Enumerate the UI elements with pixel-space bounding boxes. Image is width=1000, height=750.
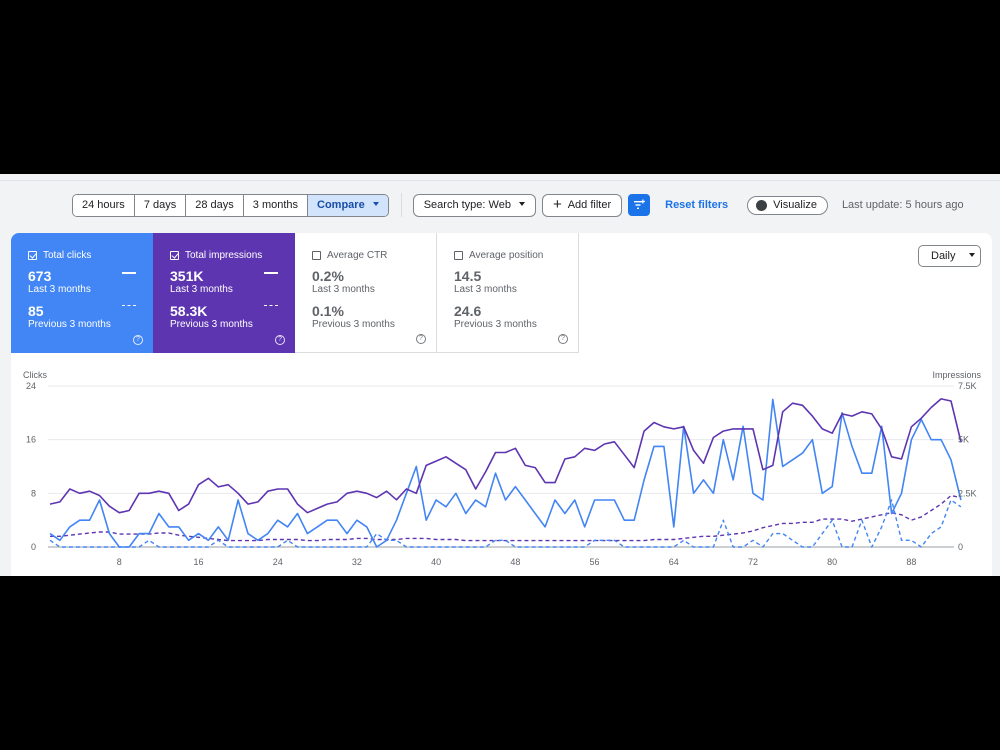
- y-axis-label-right: Impressions: [932, 370, 981, 380]
- search-console-performance: 24 hours 7 days 28 days 3 months Compare…: [0, 174, 1000, 576]
- y-tick-label-right: 7.5K: [958, 381, 977, 391]
- metric-value: 0.2%: [312, 268, 344, 284]
- search-type-dropdown[interactable]: Search type: Web: [412, 193, 536, 217]
- x-tick-label: 72: [748, 557, 758, 567]
- y-tick-label-left: 8: [31, 488, 36, 498]
- series-line-total-clicks-previous-3-months: [49, 499, 962, 548]
- checkbox-icon[interactable]: [454, 250, 463, 260]
- performance-card: Total clicks 673 Last 3 months 85 Previo…: [11, 233, 992, 576]
- metric-total-impressions[interactable]: Total impressions 351K Last 3 months 58.…: [153, 233, 295, 353]
- chevron-down-icon: [518, 202, 525, 206]
- x-tick-label: 16: [194, 557, 204, 567]
- metric-period: Last 3 months: [170, 284, 233, 295]
- x-tick-label: 48: [510, 557, 520, 567]
- y-tick-label-right: 0: [958, 542, 963, 552]
- solid-line-legend-icon: [264, 272, 278, 274]
- metric-value: 351K: [170, 268, 204, 284]
- visualize-button[interactable]: Visualize: [747, 195, 828, 215]
- x-tick-label: 56: [590, 557, 600, 567]
- metric-value: 673: [28, 268, 52, 284]
- chart-series: [49, 398, 962, 548]
- chevron-down-icon: [969, 253, 976, 258]
- metric-period: Last 3 months: [28, 284, 91, 295]
- filter-settings-button[interactable]: [628, 194, 651, 216]
- metric-period: Last 3 months: [312, 284, 375, 295]
- x-tick-label: 40: [431, 557, 441, 567]
- add-filter-label: Add filter: [567, 198, 612, 211]
- last-update-text: Last update: 5 hours ago: [841, 199, 964, 211]
- reset-filters-link[interactable]: Reset filters: [665, 199, 729, 211]
- x-tick-label: 64: [669, 557, 679, 567]
- metric-compare-value: 85: [28, 303, 44, 319]
- chart-axes: 0 0 8 2.5K 16 5K 24 7.5K 8 16 24 32 40 48 56 64 72 80 88: [26, 381, 977, 567]
- help-icon[interactable]: ?: [275, 335, 285, 345]
- range-7-days[interactable]: 7 days: [134, 194, 187, 216]
- x-tick-label: 32: [352, 557, 362, 567]
- help-icon[interactable]: ?: [416, 334, 426, 344]
- dashed-line-legend-icon: [264, 305, 278, 306]
- compare-dropdown[interactable]: Compare: [308, 194, 388, 216]
- y-tick-label-left: 0: [31, 542, 36, 552]
- dashed-line-legend-icon: [122, 305, 136, 306]
- metric-compare-period: Previous 3 months: [454, 319, 537, 330]
- metric-compare-period: Previous 3 months: [170, 319, 253, 330]
- metric-label: Average position: [469, 249, 544, 261]
- y-tick-label-left: 16: [26, 435, 36, 445]
- date-range-selector: 24 hours 7 days 28 days 3 months Compare: [72, 193, 389, 217]
- metric-compare-value: 24.6: [454, 303, 482, 319]
- chevron-down-icon: [372, 201, 379, 206]
- range-24-hours[interactable]: 24 hours: [73, 194, 135, 216]
- performance-chart: Clicks Impressions 0 0 8 2.5K 16 5K 24 7.5K 8 16 2…: [23, 370, 982, 567]
- series-line-total-clicks: [49, 398, 962, 548]
- help-icon[interactable]: ?: [133, 335, 143, 345]
- add-filter-button[interactable]: + Add filter: [541, 193, 623, 217]
- plus-icon: +: [552, 196, 562, 213]
- range-28-days[interactable]: 28 days: [186, 194, 244, 216]
- metric-label: Average CTR: [327, 249, 388, 261]
- metric-average-position[interactable]: Average position 14.5 Last 3 months 24.6…: [437, 233, 579, 353]
- metric-average-ctr[interactable]: Average CTR 0.2% Last 3 months 0.1% Prev…: [295, 233, 437, 353]
- metric-total-clicks[interactable]: Total clicks 673 Last 3 months 85 Previo…: [11, 233, 153, 353]
- metric-compare-period: Previous 3 months: [28, 319, 111, 330]
- checkbox-icon[interactable]: [28, 250, 37, 260]
- metric-label: Total clicks: [43, 249, 92, 261]
- search-type-label: Search type: Web: [423, 198, 511, 211]
- solid-line-legend-icon: [122, 272, 136, 274]
- filter-toolbar: 24 hours 7 days 28 days 3 months Compare…: [72, 193, 964, 217]
- metric-period: Last 3 months: [454, 284, 517, 295]
- x-tick-label: 88: [906, 557, 916, 567]
- divider: [0, 180, 1000, 181]
- metric-compare-value: 0.1%: [312, 303, 344, 319]
- toolbar-divider: [400, 193, 402, 217]
- checkbox-icon[interactable]: [312, 250, 321, 260]
- checkbox-icon[interactable]: [170, 250, 179, 260]
- help-icon[interactable]: ?: [558, 334, 568, 344]
- granularity-label: Daily: [931, 250, 956, 262]
- y-tick-label-right: 5K: [958, 435, 969, 445]
- range-3-months[interactable]: 3 months: [243, 194, 309, 216]
- x-tick-label: 80: [827, 557, 837, 567]
- granularity-dropdown[interactable]: Daily: [918, 245, 981, 267]
- x-tick-label: 8: [117, 557, 122, 567]
- y-axis-label-left: Clicks: [23, 370, 47, 380]
- metric-label: Total impressions: [185, 249, 263, 261]
- y-tick-label-left: 24: [26, 381, 36, 391]
- filter-icon: [634, 199, 646, 209]
- metric-value: 14.5: [454, 268, 482, 284]
- visualize-label: Visualize: [773, 199, 817, 211]
- series-line-total-impressions: [49, 398, 962, 514]
- metric-compare-value: 58.3K: [170, 303, 208, 319]
- compare-label: Compare: [317, 198, 365, 211]
- x-tick-label: 24: [273, 557, 283, 567]
- y-tick-label-right: 2.5K: [958, 488, 977, 498]
- visualize-icon: [756, 199, 768, 211]
- metric-compare-period: Previous 3 months: [312, 319, 395, 330]
- series-line-total-impressions-previous-3-months: [50, 494, 962, 542]
